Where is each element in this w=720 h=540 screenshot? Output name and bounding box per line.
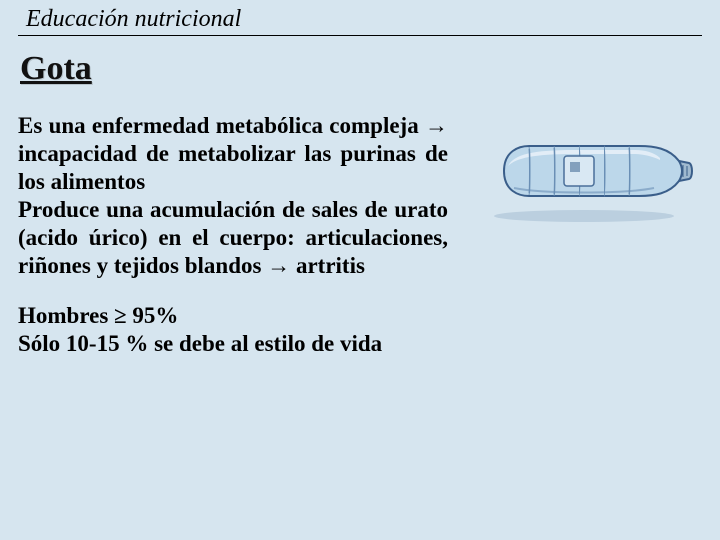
water-bottle-icon <box>474 116 694 226</box>
paragraph-definition: Es una enfermedad metabólica compleja → … <box>18 112 448 280</box>
image-column <box>466 112 702 226</box>
header-title: Educación nutricional <box>26 6 702 33</box>
text-column: Es una enfermedad metabólica compleja → … <box>18 112 448 358</box>
content-row: Es una enfermedad metabólica compleja → … <box>18 112 702 358</box>
slide: Educación nutricional Gota Es una enferm… <box>0 0 720 540</box>
header-bar: Educación nutricional <box>18 6 702 36</box>
page-title: Gota <box>20 50 702 88</box>
paragraph-stats: Hombres ≥ 95%Sólo 10-15 % se debe al est… <box>18 302 448 358</box>
